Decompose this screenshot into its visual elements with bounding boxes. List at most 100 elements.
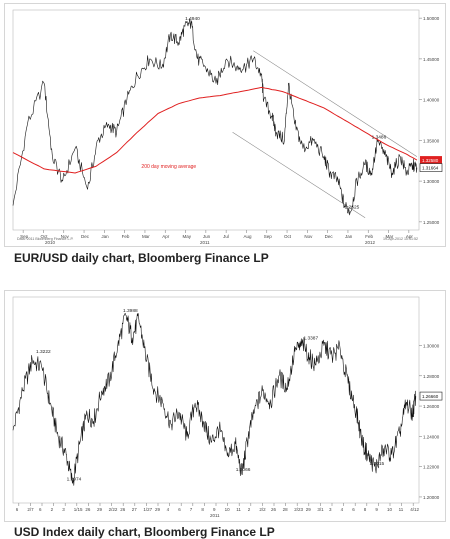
- usd-index-chart: 1.20000 1.22000 1.24000 1.26000 1.28000 1.300…: [12, 296, 443, 518]
- y-tick-label: 1.45000: [423, 57, 440, 62]
- x-tick-label: 10: [225, 507, 231, 512]
- last-price-tag-box: [419, 163, 443, 172]
- x-tick-label: 6: [16, 507, 19, 512]
- x-tick-label: Mar: [142, 234, 150, 239]
- y-tick-label: 1.40000: [423, 98, 440, 103]
- y-tick-label: 1.22000: [423, 465, 440, 470]
- last-price-tag: 1.26660: [422, 394, 439, 399]
- y-tick-label: 1.20000: [423, 495, 440, 500]
- eurusd-chart-caption: EUR/USD daily chart, Bloomberg Finance L…: [14, 251, 269, 265]
- price-annotation: 1.3486: [372, 135, 387, 141]
- x-tick-label: 26: [271, 507, 277, 512]
- x-tick-label: 26: [85, 507, 91, 512]
- y-tick-label: 1.30000: [423, 343, 440, 348]
- eurusd-chart-panel: 1.25000 1.30000 1.35000 1.40000 1.45000 1.500…: [4, 3, 446, 247]
- x-tick-label: 2: [248, 507, 251, 512]
- x-tick-label: Dec: [81, 234, 90, 239]
- x-tick-label: Apr: [162, 234, 170, 239]
- x-tick-label: Oct: [284, 234, 292, 239]
- year-label: 2010: [45, 240, 56, 245]
- last-price-tag-box: [419, 391, 443, 401]
- y-tick-label: 1.35000: [423, 138, 440, 143]
- channel-lower-line: [232, 131, 366, 219]
- y-tick-label: 1.50000: [423, 16, 440, 21]
- source-note: Data: 2011 Bloomberg Finance L.P.: [17, 237, 73, 241]
- x-tick-label: May: [183, 234, 192, 239]
- x-tick-label: Nov: [61, 234, 70, 239]
- price-annotation: 1.3066: [236, 467, 251, 473]
- price-annotation: 1.3387: [303, 335, 318, 341]
- y-tick-label: 1.24000: [423, 434, 440, 439]
- x-tick-label: 28: [283, 507, 289, 512]
- moving-average-label: 200 day moving average: [141, 164, 196, 170]
- plot-area: [12, 296, 420, 504]
- x-tick-label: 6: [39, 507, 42, 512]
- x-tick-label: Jun: [203, 234, 211, 239]
- eurusd-chart: 1.25000 1.30000 1.35000 1.40000 1.45000 1.500…: [12, 9, 443, 245]
- y-tick-label: 1.28000: [423, 374, 440, 379]
- price-annotation: 1.4940: [185, 16, 200, 22]
- x-tick-label: 3: [62, 507, 65, 512]
- x-tick-label: 7: [190, 507, 193, 512]
- x-tick-label: Jan: [101, 234, 109, 239]
- price-annotation: 1.3988: [123, 308, 138, 314]
- date-stamp: 19-Apr-2012 10:31:52: [383, 237, 418, 241]
- x-tick-label: 11: [236, 507, 241, 512]
- x-tick-label: 9: [375, 507, 378, 512]
- x-tick-label: 9: [213, 507, 216, 512]
- moving-average-tag-box: [420, 156, 442, 165]
- x-tick-label: Feb: [122, 234, 130, 239]
- x-tick-label: 2/22: [109, 507, 118, 512]
- year-label: 2011: [200, 240, 210, 245]
- x-tick-label: 6: [352, 507, 355, 512]
- x-tick-label: Sep: [264, 234, 273, 239]
- moving-average-line: [12, 86, 418, 174]
- y-tick-label: 1.30000: [423, 179, 440, 184]
- x-tick-label: 10: [387, 507, 393, 512]
- usd-index-chart-panel: 1.20000 1.22000 1.24000 1.26000 1.28000 1.300…: [4, 290, 446, 522]
- last-price-tag: 1.31664: [422, 166, 439, 171]
- price-annotation: 1.2625: [345, 205, 360, 211]
- price-series-line: [12, 313, 417, 486]
- x-tick-label: Feb: [365, 234, 373, 239]
- x-tick-label: 2/2: [259, 507, 266, 512]
- usd-index-chart-caption: USD Index daily chart, Bloomberg Finance…: [14, 525, 275, 539]
- x-tick-label: 3: [329, 507, 332, 512]
- moving-average-tag: 1.32580: [422, 158, 439, 163]
- x-tick-label: Oct: [40, 234, 48, 239]
- x-tick-label: 29: [97, 507, 103, 512]
- y-tick-label: 1.25000: [423, 220, 440, 225]
- x-tick-label: Dec: [325, 234, 334, 239]
- x-tick-label: 26: [120, 507, 126, 512]
- y-tick-label: 1.26000: [423, 404, 440, 409]
- year-label: 2012: [365, 240, 376, 245]
- price-annotation: 1.3015: [370, 461, 385, 467]
- channel-upper-line: [253, 50, 418, 157]
- year-label: 2011: [210, 513, 220, 518]
- x-tick-label: 27: [132, 507, 138, 512]
- x-tick-label: 11: [399, 507, 404, 512]
- price-series-line: [12, 18, 418, 216]
- x-tick-label: Jan: [345, 234, 353, 239]
- x-tick-label: 4/12: [410, 507, 419, 512]
- x-tick-label: 1/15: [74, 507, 83, 512]
- x-tick-label: 8: [201, 507, 204, 512]
- x-tick-label: 6: [178, 507, 181, 512]
- x-tick-label: Jul: [223, 234, 229, 239]
- x-tick-label: 3/1: [317, 507, 324, 512]
- x-tick-label: Nov: [304, 234, 313, 239]
- x-tick-label: Aug: [243, 234, 252, 239]
- x-tick-label: 29: [155, 507, 161, 512]
- price-annotation: 1.3222: [36, 349, 51, 355]
- x-tick-label: Apr: [406, 234, 414, 239]
- x-tick-label: 4: [341, 507, 344, 512]
- plot-area: [12, 9, 420, 231]
- x-tick-label: 2/23: [294, 507, 303, 512]
- x-tick-label: 2/7: [27, 507, 34, 512]
- x-tick-label: Sep: [20, 234, 29, 239]
- x-tick-label: 8: [364, 507, 367, 512]
- x-tick-label: 29: [306, 507, 312, 512]
- x-tick-label: 4: [167, 507, 170, 512]
- price-annotation: 1.2974: [67, 476, 82, 482]
- x-tick-label: 1/27: [143, 507, 152, 512]
